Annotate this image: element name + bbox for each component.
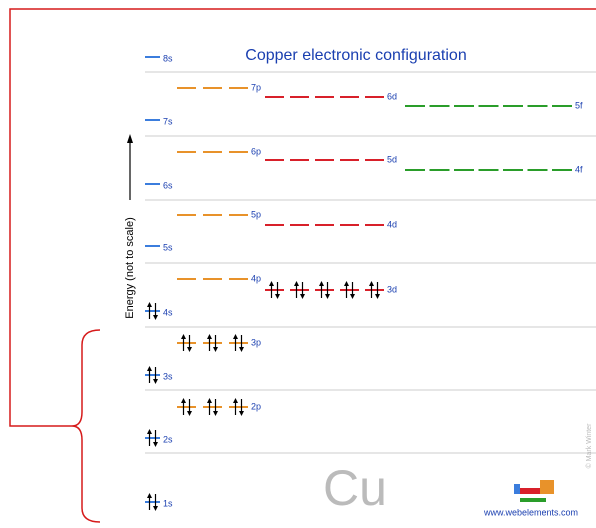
electron-up-head [294, 281, 299, 286]
orbital-label: 5f [575, 100, 583, 110]
electron-down-head [239, 411, 244, 416]
brace [71, 329, 101, 523]
axis-label: Energy (not to scale) [124, 217, 136, 319]
electron-up-head [181, 398, 186, 403]
orbital-label: 4s [163, 307, 173, 317]
orbital-label: 6s [163, 180, 173, 190]
bracket-line [9, 8, 596, 427]
orbital-label: 3d [387, 284, 397, 294]
electron-down-head [153, 379, 158, 384]
title: Copper electronic configuration [245, 47, 466, 64]
electron-up-head [269, 281, 274, 286]
electron-down-head [375, 294, 380, 299]
electron-up-head [147, 429, 152, 434]
orbital-label: 6d [387, 91, 397, 101]
electron-up-head [207, 334, 212, 339]
orbital-label: 5s [163, 242, 173, 252]
electron-down-head [153, 442, 158, 447]
orbital-label: 7p [251, 82, 261, 92]
electron-up-head [147, 302, 152, 307]
orbital-label: 5p [251, 209, 261, 219]
electron-up-head [181, 334, 186, 339]
electron-down-head [153, 506, 158, 511]
electron-up-head [319, 281, 324, 286]
electron-up-head [233, 334, 238, 339]
orbital-label: 3p [251, 337, 261, 347]
orbital-label: 2s [163, 434, 173, 444]
energy-arrowhead [127, 134, 133, 143]
orbital-label: 4d [387, 219, 397, 229]
orbital-label: 7s [163, 116, 173, 126]
logo [514, 480, 554, 502]
element-symbol: Cu [323, 460, 387, 516]
separators [145, 71, 596, 454]
credit: © Mark Winter [585, 423, 593, 468]
electron-down-head [300, 294, 305, 299]
site-link[interactable]: www.webelements.com [483, 507, 578, 517]
electron-down-head [350, 294, 355, 299]
electron-up-head [207, 398, 212, 403]
electron-up-head [147, 493, 152, 498]
electron-up-head [344, 281, 349, 286]
orbital-label: 3s [163, 371, 173, 381]
electron-up-head [369, 281, 374, 286]
orbital-label: 5d [387, 154, 397, 164]
electron-down-head [325, 294, 330, 299]
electron-down-head [213, 411, 218, 416]
orbital-label: 2p [251, 401, 261, 411]
electron-down-head [239, 347, 244, 352]
electron-up-head [233, 398, 238, 403]
orbital-label: 6p [251, 146, 261, 156]
electron-up-head [147, 366, 152, 371]
orbital-label: 4p [251, 273, 261, 283]
orbital-label: 4f [575, 164, 583, 174]
orbital-label: 8s [163, 53, 173, 63]
electron-down-head [213, 347, 218, 352]
orbital-label: 1s [163, 498, 173, 508]
electron-down-head [187, 411, 192, 416]
electron-down-head [153, 315, 158, 320]
electron-down-head [187, 347, 192, 352]
electron-down-head [275, 294, 280, 299]
